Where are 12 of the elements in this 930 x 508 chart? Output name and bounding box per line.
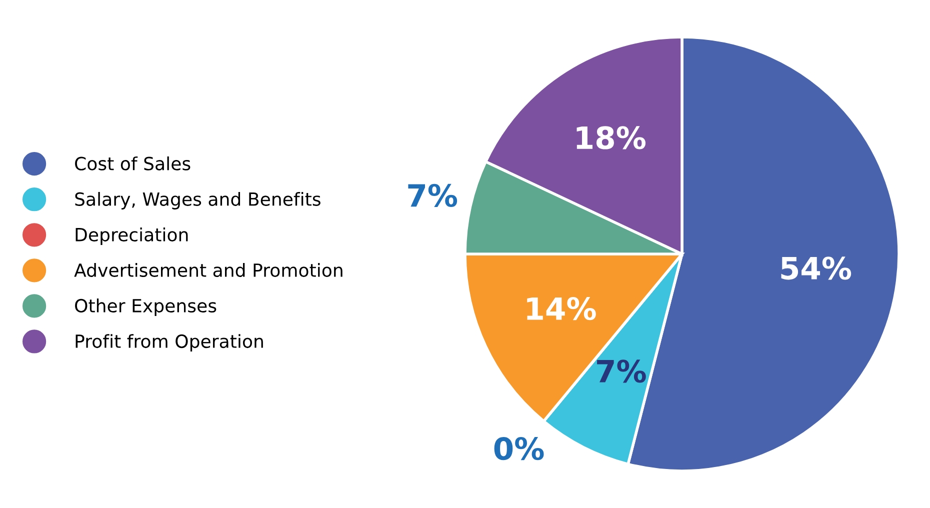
legend-label: Salary, Wages and Benefits [75,192,320,210]
legend-label: Cost of Sales [75,156,190,170]
data-label: 7% [597,360,646,383]
data-label: 7% [408,184,458,208]
legend-label: Advertisement and Promotion [74,263,342,278]
legend-label: Other Expenses [75,298,216,316]
legend-label: Depreciation [76,228,188,245]
data-label: 14% [527,297,596,320]
data-label: 54% [781,256,852,280]
text: 0% [494,437,544,460]
data-label: 18% [576,126,646,150]
legend-label: Profit from Operation [76,334,263,352]
